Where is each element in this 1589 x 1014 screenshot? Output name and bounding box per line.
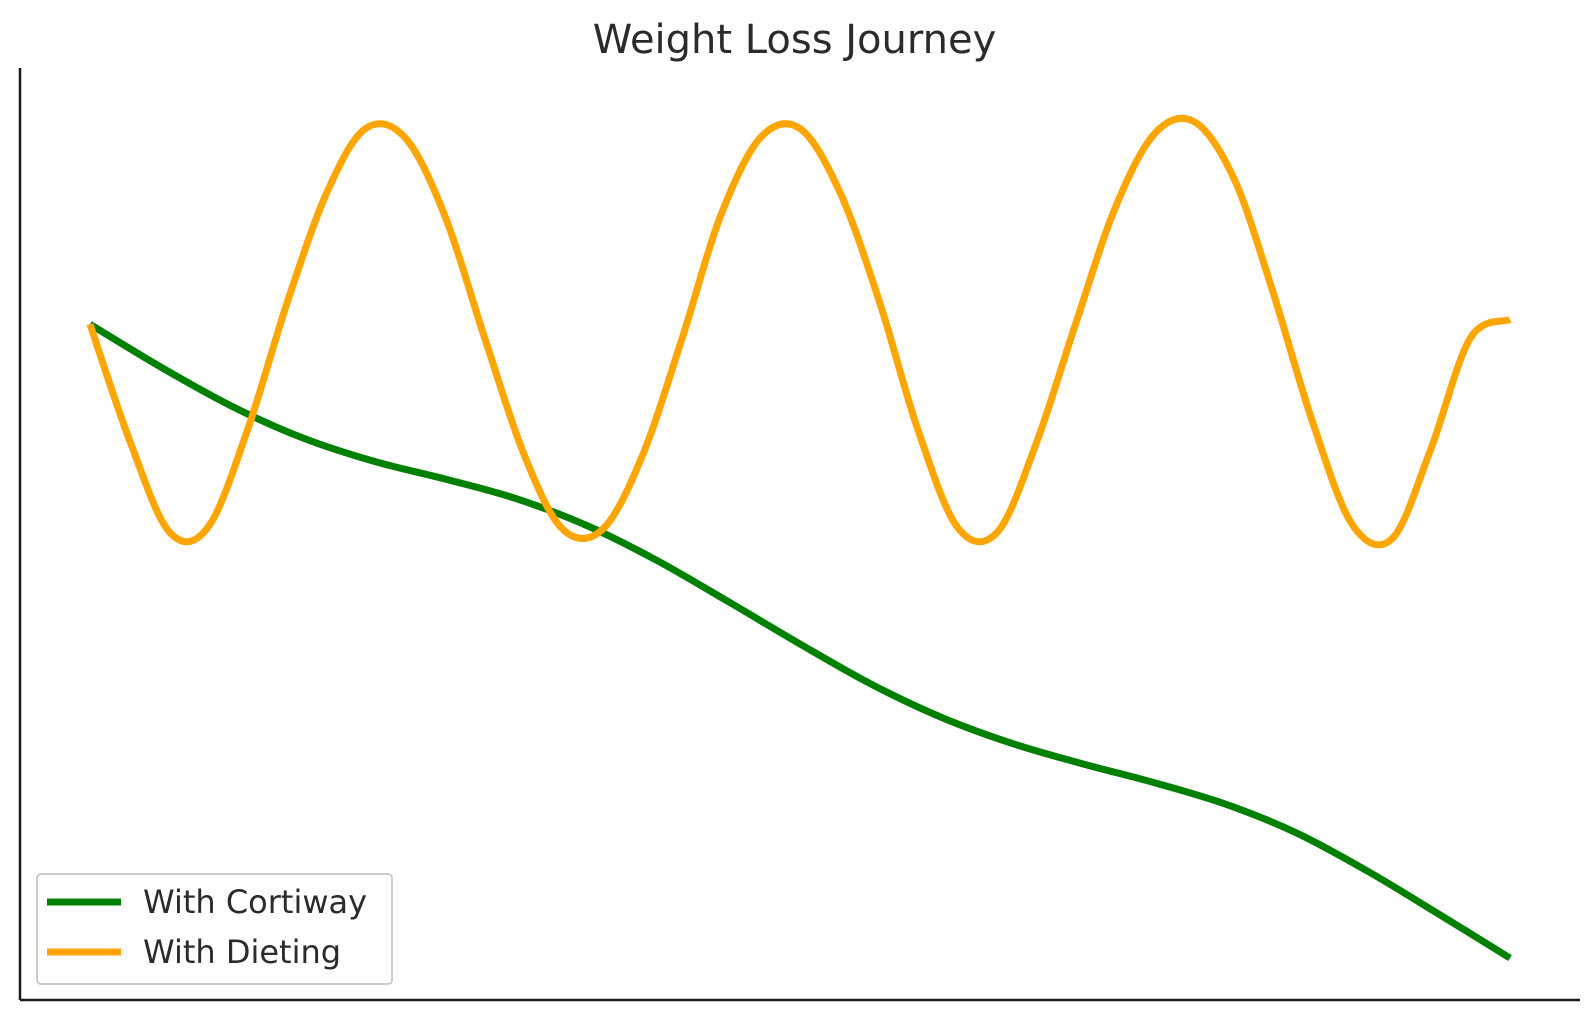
chart-title: Weight Loss Journey: [593, 17, 997, 63]
legend-label-with-dieting: With Dieting: [143, 933, 341, 971]
series-line-with-dieting: [86, 114, 1512, 549]
series-line-with-cortiway: [88, 321, 1512, 962]
legend-label-with-cortiway: With Cortiway: [143, 883, 367, 921]
legend: With Cortiway With Dieting: [36, 873, 393, 985]
series-layer: [86, 114, 1512, 962]
legend-box: [36, 873, 393, 985]
